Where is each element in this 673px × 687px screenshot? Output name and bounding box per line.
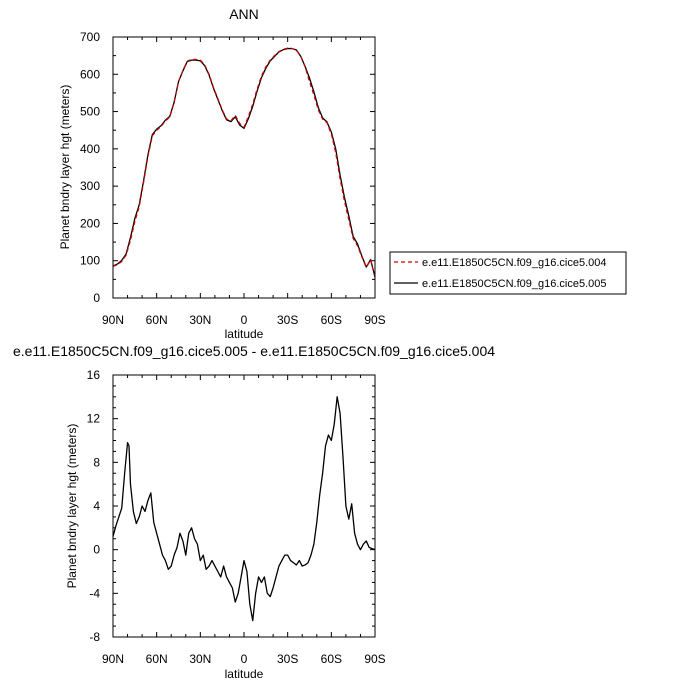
legend-frame	[389, 251, 627, 295]
top-y-tick-label: 200	[80, 216, 100, 230]
bottom-x-tick-label: 0	[241, 652, 248, 666]
bottom-y-tick-label: 16	[87, 368, 101, 382]
top-chart-tick-labels: 90N 60N 30N 0 30S 60S 90S 0 100 200 300 400 500 600 70…	[80, 30, 386, 327]
top-x-tick-label: 60S	[321, 313, 342, 327]
top-x-tick-label: 60N	[146, 313, 168, 327]
top-x-tick-label: 30N	[189, 313, 211, 327]
top-x-tick-label: 90N	[102, 313, 124, 327]
bottom-x-tick-label: 30N	[189, 652, 211, 666]
bottom-y-tick-label: 4	[93, 499, 100, 513]
top-chart-y-axis-label: Planet bndry layer hgt (meters)	[58, 85, 72, 250]
top-x-tick-label: 30S	[277, 313, 298, 327]
legend-label-series-2: e.e11.E1850C5CN.f09_g16.cice5.005	[422, 278, 607, 290]
top-chart-series	[112, 47, 376, 278]
top-x-tick-label: 0	[241, 313, 248, 327]
bottom-chart-title: e.e11.E1850C5CN.f09_g16.cice5.005 - e.e1…	[13, 343, 495, 359]
bottom-chart-plot-frame	[112, 374, 376, 638]
bottom-series-line-1	[112, 396, 376, 622]
top-y-tick-label: 500	[80, 105, 100, 119]
bottom-y-tick-label: 12	[87, 412, 101, 426]
bottom-x-tick-label: 90S	[364, 652, 385, 666]
bottom-chart-series	[112, 396, 376, 622]
top-y-tick-label: 400	[80, 142, 100, 156]
top-y-tick-label: 700	[80, 30, 100, 44]
top-chart-legend: e.e11.E1850C5CN.f09_g16.cice5.004 e.e11.…	[389, 251, 627, 295]
top-y-tick-label: 100	[80, 254, 100, 268]
top-series-line-1	[112, 47, 376, 278]
top-chart-plot-frame	[112, 36, 376, 299]
top-x-tick-label: 90S	[364, 313, 385, 327]
top-chart-ticks	[112, 36, 376, 299]
legend-label-series-1: e.e11.E1850C5CN.f09_g16.cice5.004	[422, 257, 607, 269]
top-y-tick-label: 300	[80, 179, 100, 193]
top-chart-x-axis-label: latitude	[225, 327, 264, 341]
bottom-x-tick-label: 60S	[321, 652, 342, 666]
top-y-tick-label: 600	[80, 67, 100, 81]
bottom-x-tick-label: 90N	[102, 652, 124, 666]
bottom-x-tick-label: 30S	[277, 652, 298, 666]
bottom-chart-tick-labels: 90N 60N 30N 0 30S 60S 90S -8 -4 0 4 8 12 16	[87, 368, 386, 666]
bottom-y-tick-label: -8	[89, 630, 100, 644]
bottom-y-tick-label: 0	[93, 543, 100, 557]
bottom-y-tick-label: 8	[93, 455, 100, 469]
bottom-x-tick-label: 60N	[146, 652, 168, 666]
bottom-chart-x-axis-label: latitude	[225, 667, 264, 681]
bottom-chart-y-axis-label: Planet bndry layer hgt (meters)	[65, 424, 79, 589]
bottom-y-tick-label: -4	[89, 586, 100, 600]
top-chart-title: ANN	[229, 6, 259, 22]
top-y-tick-label: 0	[93, 291, 100, 305]
top-series-line-2	[112, 47, 376, 278]
